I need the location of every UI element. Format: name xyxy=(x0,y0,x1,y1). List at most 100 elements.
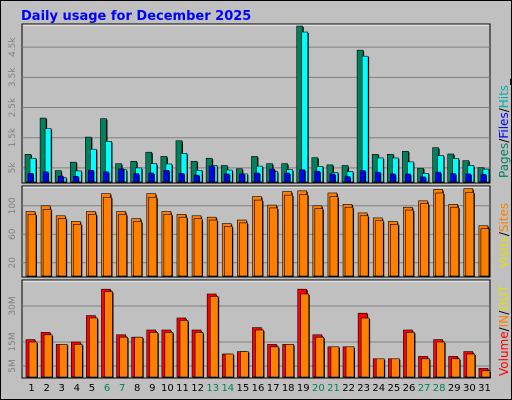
bar-visits xyxy=(374,220,384,277)
y-tick-label: 5k xyxy=(8,162,18,174)
x-tick-label: 12 xyxy=(191,383,204,394)
bar-kb-in xyxy=(436,341,445,378)
bar-kb-in xyxy=(43,334,53,378)
bar-visits xyxy=(344,206,354,277)
bar-files xyxy=(27,173,34,183)
bar-files xyxy=(329,173,336,183)
chart-title: Daily usage for December 2025 xyxy=(21,9,252,24)
bar-visits xyxy=(118,214,127,277)
bar-kb-in xyxy=(300,293,310,378)
legend-hits: Hits xyxy=(497,84,511,109)
x-tick-label: 23 xyxy=(357,383,370,394)
x-tick-label: 16 xyxy=(252,383,265,394)
x-tick-label: 30 xyxy=(463,383,476,394)
legend-out: OUT xyxy=(497,285,511,311)
bar-visits xyxy=(480,228,490,277)
bar-files xyxy=(193,174,200,183)
x-tick-label: 20 xyxy=(312,383,325,394)
x-tick-label: 26 xyxy=(403,383,416,394)
legend-tail: _ xyxy=(497,78,511,85)
bar-visits xyxy=(420,203,429,277)
bar-kb-in xyxy=(360,317,370,378)
y-tick-label: 5M xyxy=(8,359,18,373)
bar-files xyxy=(223,173,230,183)
bar-visits xyxy=(329,196,339,277)
bar-visits xyxy=(405,209,414,277)
legend-bottom: Volume/IN/OUT xyxy=(497,285,511,376)
legend-sep-2: / xyxy=(497,108,511,113)
x-tick-label: 29 xyxy=(448,383,461,394)
legend-visits: Visits xyxy=(497,236,511,268)
bar-kb-in xyxy=(481,370,491,378)
bar-files xyxy=(178,173,185,183)
x-tick-label: 17 xyxy=(267,383,280,394)
bar-files xyxy=(374,171,381,183)
bar-files xyxy=(148,172,155,183)
x-tick-label: 21 xyxy=(327,383,340,394)
x-tick-label: 6 xyxy=(104,383,110,394)
y-tick-label: 60 xyxy=(8,228,18,240)
bar-kb-in xyxy=(104,291,113,378)
bar-visits xyxy=(72,224,82,277)
legend-top: Pages/Files/Hits_ xyxy=(497,79,511,178)
bar-kb-in xyxy=(451,358,461,378)
x-tick-label: 5 xyxy=(89,383,95,394)
bar-files xyxy=(420,176,426,183)
bar-files xyxy=(465,173,472,183)
bar-files xyxy=(239,173,245,183)
legend-sep-4: / xyxy=(497,327,511,332)
bar-hits xyxy=(301,31,309,183)
bar-files xyxy=(269,168,275,183)
bar-kb-in xyxy=(315,336,325,378)
bar-files xyxy=(103,171,109,183)
bar-files xyxy=(42,171,49,183)
bar-visits xyxy=(42,209,52,277)
legend-files: Files xyxy=(497,112,511,139)
bar-visits xyxy=(359,215,369,277)
bar-visits xyxy=(254,199,263,277)
x-tick-label: 14 xyxy=(221,383,234,394)
bar-files xyxy=(390,173,396,183)
bar-visits xyxy=(239,222,248,277)
bar-kb-in xyxy=(119,336,128,378)
y-tick-label: 100 xyxy=(8,197,18,214)
bar-kb-in xyxy=(330,346,340,378)
y-tick-label: 20 xyxy=(8,257,18,269)
x-tick-label: 25 xyxy=(388,383,401,394)
bar-files xyxy=(359,170,366,183)
bar-visits xyxy=(208,219,218,277)
bar-kb-in xyxy=(58,344,68,378)
bar-kb-in xyxy=(149,332,159,378)
bar-files xyxy=(133,173,139,183)
x-tick-label: 2 xyxy=(43,383,49,394)
x-tick-label: 9 xyxy=(149,383,155,394)
y-tick-label: 3.5k xyxy=(8,67,18,87)
bar-kb-in xyxy=(421,358,430,378)
bar-files xyxy=(88,170,94,183)
bar-kb-in xyxy=(134,336,143,378)
x-tick-label: 22 xyxy=(342,383,355,394)
bar-visits xyxy=(88,214,97,277)
legend-sep-1: / xyxy=(497,138,511,143)
x-tick-label: 18 xyxy=(282,383,295,394)
legend-middle: Visits/Sites xyxy=(497,203,511,268)
bar-files xyxy=(405,173,411,183)
bar-visits xyxy=(163,214,173,277)
y-tick-label: 2.5k xyxy=(8,97,18,117)
bar-files xyxy=(284,172,290,183)
bar-files xyxy=(435,171,441,183)
bar-visits xyxy=(435,192,444,277)
x-tick-label: 15 xyxy=(237,383,250,394)
x-tick-label: 28 xyxy=(433,383,446,394)
bar-kb-in xyxy=(89,317,98,378)
bar-kb-in xyxy=(224,353,234,378)
bar-files xyxy=(314,170,321,183)
bar-kb-in xyxy=(375,358,385,378)
x-tick-label: 13 xyxy=(206,383,219,394)
x-tick-label: 3 xyxy=(59,383,65,394)
bar-visits xyxy=(299,194,309,277)
x-tick-label: 1 xyxy=(28,383,34,394)
bar-kb-in xyxy=(345,346,355,378)
legend-volume: Volume xyxy=(497,331,511,376)
legend-pages: Pages xyxy=(497,142,511,178)
